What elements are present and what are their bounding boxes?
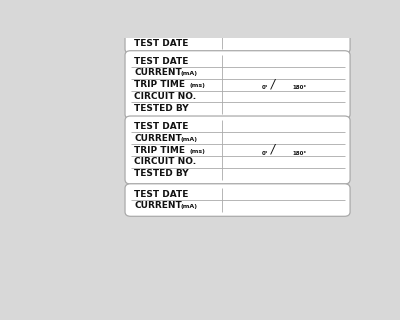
Text: CURRENT: CURRENT (134, 68, 182, 77)
Text: /: / (271, 77, 275, 90)
Text: TESTED BY: TESTED BY (134, 169, 189, 178)
FancyBboxPatch shape (125, 51, 350, 119)
Text: TRIP TIME: TRIP TIME (134, 146, 185, 155)
Text: TESTED BY: TESTED BY (134, 104, 189, 113)
FancyBboxPatch shape (125, 184, 350, 216)
Text: TEST DATE: TEST DATE (134, 122, 189, 131)
Text: /: / (271, 142, 275, 156)
Text: 0°: 0° (261, 151, 268, 156)
Text: (mA): (mA) (180, 71, 197, 76)
Text: TEST DATE: TEST DATE (134, 190, 189, 199)
Text: TEST DATE: TEST DATE (134, 39, 189, 48)
Text: (ms): (ms) (189, 148, 205, 154)
FancyBboxPatch shape (125, 33, 350, 53)
Text: CURRENT: CURRENT (134, 134, 182, 143)
Text: TRIP TIME: TRIP TIME (134, 80, 185, 89)
Text: CIRCUIT NO.: CIRCUIT NO. (134, 157, 196, 166)
Text: 0°: 0° (261, 85, 268, 91)
Text: CIRCUIT NO.: CIRCUIT NO. (134, 92, 196, 101)
Text: TEST DATE: TEST DATE (134, 57, 189, 66)
Text: 180°: 180° (292, 151, 307, 156)
Text: 180°: 180° (292, 85, 307, 91)
Text: CURRENT: CURRENT (134, 202, 182, 211)
Text: (mA): (mA) (180, 137, 197, 142)
Text: (ms): (ms) (189, 83, 205, 88)
FancyBboxPatch shape (125, 116, 350, 184)
Text: (mA): (mA) (180, 204, 197, 209)
